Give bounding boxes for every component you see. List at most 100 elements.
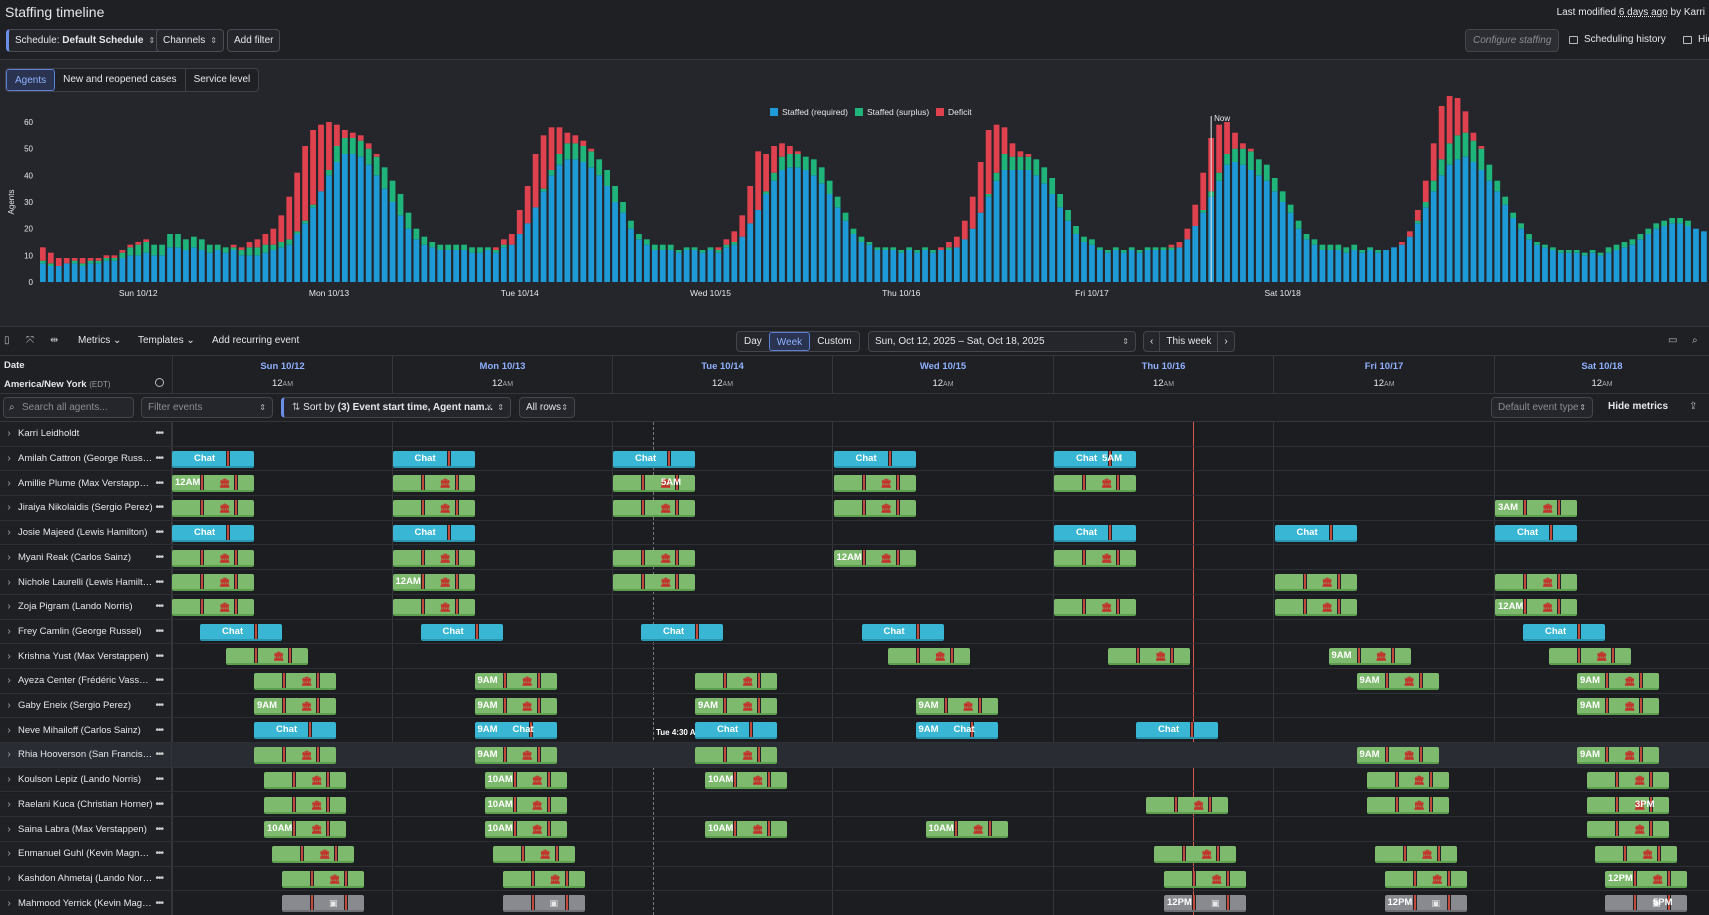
expand-chevron-icon[interactable]: ›	[7, 576, 11, 588]
templates-menu[interactable]: Templates ⌄	[138, 335, 195, 346]
shift-event[interactable]: 🏛	[1374, 845, 1457, 863]
schedule-select[interactable]: Schedule: Default Schedule ⇕	[6, 29, 163, 52]
more-icon[interactable]: •••	[155, 625, 163, 637]
day-name[interactable]: Thu 10/16	[1141, 361, 1186, 372]
day-name[interactable]: Fri 10/17	[1364, 361, 1404, 372]
agent-name[interactable]: Myani Reak (Carlos Sainz)	[18, 551, 131, 563]
metrics-menu[interactable]: Metrics ⌄	[78, 335, 121, 346]
shift-event[interactable]: 🏛	[392, 598, 475, 616]
add-filter-button[interactable]: Add filter	[227, 29, 281, 52]
shift-event[interactable]: 🏛	[1595, 845, 1677, 863]
shift-event[interactable]: 🏛 3AM	[1495, 500, 1577, 518]
view-week[interactable]: Week	[768, 332, 811, 351]
expand-chevron-icon[interactable]: ›	[7, 527, 11, 539]
agent-name[interactable]: Josie Majeed (Lewis Hamilton)	[18, 527, 148, 539]
more-icon[interactable]: •••	[155, 601, 163, 613]
add-recurring-event-button[interactable]: Add recurring event	[212, 335, 300, 346]
more-icon[interactable]: •••	[155, 774, 163, 786]
shift-event[interactable]: 🏛	[282, 870, 364, 888]
chat-event[interactable]: Chat	[392, 450, 475, 468]
more-icon[interactable]: •••	[155, 428, 163, 440]
hide-button[interactable]: Hid	[1683, 34, 1709, 45]
shift-event[interactable]: 🏛	[172, 500, 254, 518]
agent-name[interactable]: Kashdon Ahmetaj (Lando Norris)	[18, 872, 153, 884]
more-icon[interactable]: •••	[155, 650, 163, 662]
more-icon[interactable]: •••	[155, 527, 163, 539]
shift-event[interactable]: 🏛 9AM	[915, 697, 998, 715]
shift-event[interactable]: 🏛 5AM	[613, 475, 695, 493]
shift-event[interactable]: 🏛 9AM	[1356, 673, 1439, 690]
agent-name[interactable]: Frey Camlin (George Russel)	[18, 625, 142, 637]
shift-event[interactable]: 🏛 12PM	[1605, 870, 1687, 888]
shift-event[interactable]: 🏛 9AM	[1356, 747, 1439, 765]
keyboard-icon[interactable]: ▭	[1668, 335, 1678, 346]
shift-event[interactable]: 🏛 10AM	[484, 796, 567, 814]
configure-staffing-button[interactable]: Configure staffing	[1465, 29, 1560, 52]
expand-chevron-icon[interactable]: ›	[7, 650, 11, 662]
more-icon[interactable]: •••	[155, 897, 163, 909]
chat-event[interactable]: Chat	[1136, 722, 1218, 740]
shift-event[interactable]: 🏛 9AM	[474, 673, 557, 690]
day-name[interactable]: Tue 10/14	[701, 361, 744, 372]
expand-chevron-icon[interactable]: ›	[7, 724, 11, 736]
chat-event[interactable]: 9AM Chat	[915, 722, 998, 740]
shift-event[interactable]: 🏛	[1146, 796, 1228, 814]
more-icon[interactable]: •••	[155, 675, 163, 687]
more-icon[interactable]: •••	[155, 848, 163, 860]
chat-event[interactable]: Chat	[695, 722, 777, 740]
more-icon[interactable]: •••	[155, 872, 163, 884]
clear-icon[interactable]: ×	[486, 402, 492, 413]
shift-event[interactable]: 🏛	[254, 673, 336, 690]
chat-event[interactable]: Chat	[200, 623, 282, 641]
filter-events-select[interactable]: Filter events ⇕	[141, 397, 273, 418]
shift-event[interactable]: 🏛	[172, 574, 254, 592]
more-icon[interactable]: •••	[155, 700, 163, 712]
chat-event[interactable]: Chat	[613, 450, 695, 468]
shift-event[interactable]: 🏛	[226, 648, 308, 666]
chat-event[interactable]: 9AM Chat	[474, 722, 557, 740]
shift-event[interactable]: 🏛	[172, 598, 254, 616]
view-day[interactable]: Day	[744, 336, 762, 347]
shift-event[interactable]: 🏛 12AM	[833, 549, 916, 567]
shift-event[interactable]: 🏛	[254, 747, 336, 765]
shift-event[interactable]: 🏛	[833, 475, 916, 493]
expand-chevron-icon[interactable]: ›	[7, 601, 11, 613]
shift-event[interactable]: 🏛	[1366, 796, 1449, 814]
tab-service-level[interactable]: Service level	[193, 74, 251, 85]
shift-event[interactable]: 🏛 9AM	[474, 697, 557, 715]
chat-event[interactable]: Chat	[1523, 623, 1605, 641]
shift-event[interactable]: 🏛	[1587, 771, 1669, 789]
unavailable-event[interactable]: ▣	[282, 895, 364, 913]
shift-event[interactable]: 🏛 10AM	[484, 821, 567, 839]
search-agents-input[interactable]: ⌕ Search all agents...	[3, 397, 134, 418]
chat-event[interactable]: Chat 5AM	[1054, 450, 1136, 468]
day-name[interactable]: Sat 10/18	[1581, 361, 1623, 372]
shift-event[interactable]: 🏛	[1366, 771, 1449, 789]
expand-chevron-icon[interactable]: ›	[7, 675, 11, 687]
agent-name[interactable]: Saina Labra (Max Verstappen)	[18, 823, 147, 835]
expand-chevron-icon[interactable]: ›	[7, 477, 11, 489]
shift-event[interactable]: 🏛 9AM	[1577, 697, 1659, 715]
agent-name[interactable]: Enmanuel Guhl (Kevin Magnussen)	[18, 848, 153, 860]
clock-icon[interactable]	[155, 378, 164, 387]
zoom-icon[interactable]: ⌕	[1692, 335, 1698, 346]
expand-chevron-icon[interactable]: ›	[7, 502, 11, 514]
shift-event[interactable]: 🏛	[1495, 574, 1577, 592]
agent-name[interactable]: Raelani Kuca (Christian Horner)	[18, 798, 153, 810]
expand-chevron-icon[interactable]: ›	[7, 848, 11, 860]
agent-name[interactable]: Mahmood Yerrick (Kevin Magnussen)	[18, 897, 153, 909]
channels-select[interactable]: Channels ⇕	[156, 29, 224, 52]
shift-event[interactable]: 🏛	[1054, 549, 1136, 567]
view-custom[interactable]: Custom	[817, 336, 852, 347]
chat-event[interactable]: Chat	[172, 450, 254, 468]
more-icon[interactable]: •••	[155, 798, 163, 810]
shift-event[interactable]: 🏛	[502, 870, 585, 888]
shift-event[interactable]: 🏛 12AM	[392, 574, 475, 592]
more-icon[interactable]: •••	[155, 477, 163, 489]
sidebar-toggle-icon[interactable]: ▯	[4, 335, 10, 346]
expand-chevron-icon[interactable]: ›	[7, 823, 11, 835]
shift-event[interactable]: 🏛	[492, 845, 575, 863]
shift-event[interactable]: 🏛	[1164, 870, 1246, 888]
last-modified-ago[interactable]: 6 days ago	[1618, 7, 1668, 18]
more-icon[interactable]: •••	[155, 823, 163, 835]
